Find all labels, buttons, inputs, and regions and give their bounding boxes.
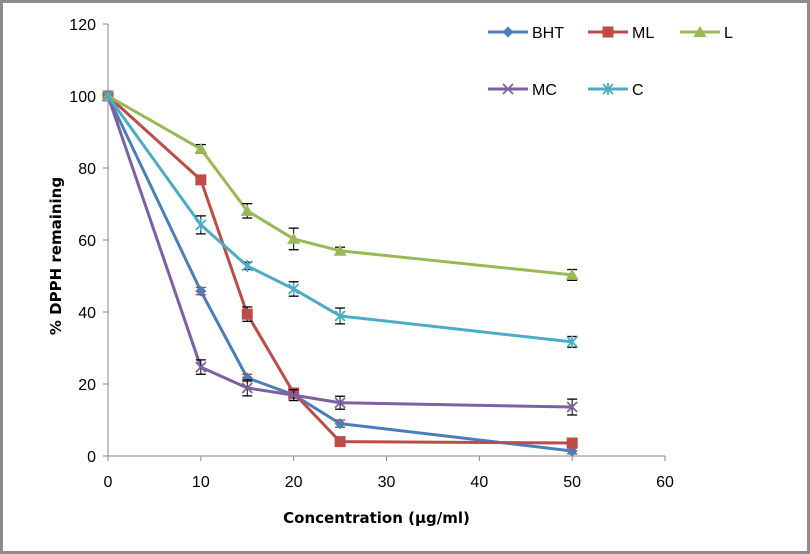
data-point-c xyxy=(102,90,114,102)
line-chart: 0 20 40 60 80 100 120 0 10 20 30 40 50 60 BHT ML L MC C C… xyxy=(47,17,733,527)
y-tick-label: 120 xyxy=(69,17,96,34)
series-line-bht xyxy=(106,95,573,453)
legend-marker-c xyxy=(602,83,614,95)
legend-item-bht: BHT xyxy=(488,25,564,42)
x-tick-label: 60 xyxy=(656,474,674,491)
data-point-ml xyxy=(566,437,578,449)
series-line-ml xyxy=(106,94,573,445)
legend-label-bht: BHT xyxy=(532,25,564,42)
y-tick-label: 20 xyxy=(78,377,96,394)
data-point-mc xyxy=(288,389,300,401)
x-axis-title: Concentration (µg/ml) xyxy=(283,509,470,527)
data-point-mc xyxy=(334,397,346,409)
series-l xyxy=(101,90,579,281)
data-point-l xyxy=(240,204,254,216)
legend-item-l: L xyxy=(680,25,733,42)
data-point-ml xyxy=(241,308,253,320)
data-point-l xyxy=(194,142,208,154)
data-point-bht xyxy=(195,285,207,297)
series-line-mc xyxy=(106,95,573,409)
data-point-c xyxy=(241,259,253,272)
data-point-l xyxy=(287,232,301,244)
data-point-l xyxy=(333,244,347,256)
axes: 0 20 40 60 80 100 120 0 10 20 30 40 50 60 xyxy=(69,17,674,491)
legend-label-l: L xyxy=(724,25,733,42)
y-tick-label: 100 xyxy=(69,89,96,106)
data-point-mc xyxy=(566,401,578,413)
legend-marker-bht xyxy=(502,26,514,38)
y-tick-label: 60 xyxy=(78,233,96,250)
legend-marker-mc xyxy=(502,83,514,95)
data-point-l xyxy=(565,268,579,280)
y-tick-label: 0 xyxy=(87,449,96,466)
x-tick-label: 0 xyxy=(104,474,113,491)
y-tick-label: 80 xyxy=(78,161,96,178)
x-tick-label: 30 xyxy=(378,474,396,491)
x-tick-label: 40 xyxy=(470,474,488,491)
legend-label-mc: MC xyxy=(532,82,557,99)
legend-marker-ml xyxy=(602,26,614,38)
x-tick-label: 10 xyxy=(192,474,210,491)
data-point-c xyxy=(566,335,578,348)
legend-item-ml: ML xyxy=(588,25,654,42)
legend-item-c: C xyxy=(588,82,644,99)
data-point-c xyxy=(195,218,207,231)
legend-item-mc: MC xyxy=(488,82,557,99)
y-tick-label: 40 xyxy=(78,305,96,322)
x-tick-label: 50 xyxy=(563,474,581,491)
legend-label-c: C xyxy=(632,82,644,99)
legend-label-ml: ML xyxy=(632,25,654,42)
x-tick-label: 20 xyxy=(285,474,303,491)
data-point-c xyxy=(334,309,346,322)
legend-marker-l xyxy=(693,26,707,37)
data-point-bht xyxy=(334,418,346,430)
legend: BHT ML L MC C xyxy=(488,25,733,99)
data-point-mc xyxy=(195,361,207,373)
data-point-mc xyxy=(241,382,253,394)
data-point-c xyxy=(288,282,300,295)
y-axis-title: % DPPH remaining xyxy=(47,177,65,335)
series-line-l xyxy=(107,94,573,277)
data-point-ml xyxy=(195,174,207,186)
series-layer xyxy=(101,90,579,457)
series-c xyxy=(102,90,578,348)
data-point-ml xyxy=(334,436,346,448)
series-line-c xyxy=(106,95,573,344)
